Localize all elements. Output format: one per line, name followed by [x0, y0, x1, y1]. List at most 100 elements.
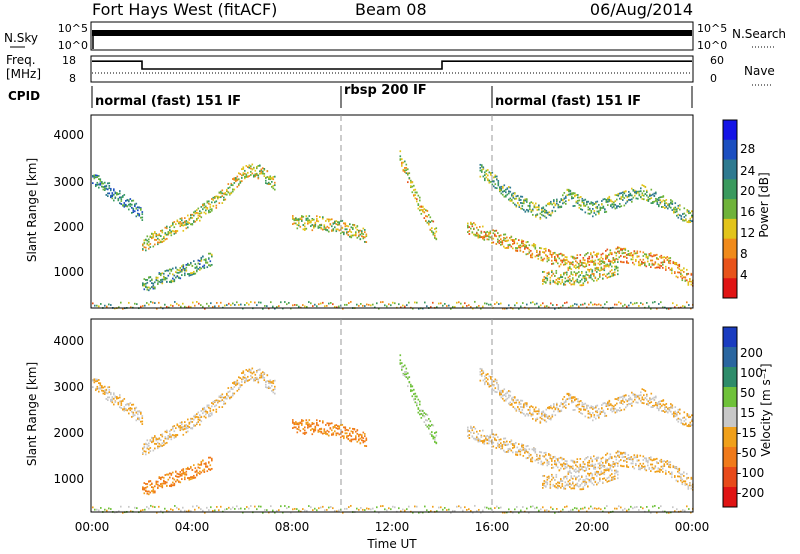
echo-mark [301, 420, 303, 423]
echo-mark [576, 482, 579, 485]
echo-mark [539, 250, 541, 253]
echo-mark [530, 254, 532, 257]
echo-mark [522, 446, 525, 449]
echo-mark [579, 458, 582, 460]
echo-mark [166, 473, 168, 476]
echo-mark [548, 259, 550, 261]
echo-mark [404, 171, 406, 173]
echo-mark [667, 203, 669, 206]
echo-mark [572, 278, 574, 281]
echo-mark [169, 226, 171, 229]
echo-mark [627, 457, 630, 460]
echo-mark [416, 301, 418, 304]
echo-mark [164, 276, 167, 279]
echo-mark [574, 396, 576, 399]
echo-mark [293, 422, 296, 424]
echo-mark [596, 303, 598, 306]
echo-mark [618, 256, 621, 259]
echo-mark [572, 401, 575, 403]
echo-mark [130, 306, 132, 309]
echo-mark [688, 423, 690, 426]
echo-mark [635, 394, 638, 397]
echo-mark [388, 303, 390, 306]
echo-mark [272, 382, 275, 385]
echo-mark [545, 204, 548, 207]
echo-mark [179, 429, 182, 432]
echo-mark [481, 375, 483, 377]
echo-mark [169, 476, 171, 479]
echo-mark [642, 258, 645, 261]
echo-mark [352, 226, 354, 229]
echo-mark [184, 268, 186, 270]
echo-mark [170, 234, 173, 237]
echo-mark [667, 207, 669, 210]
echo-mark [509, 448, 511, 450]
echo-mark [240, 303, 242, 306]
echo-mark [549, 253, 552, 256]
echo-mark [607, 408, 609, 410]
echo-mark [502, 186, 504, 189]
echo-mark [553, 404, 555, 406]
echo-mark [344, 222, 347, 225]
echo-mark [567, 483, 570, 486]
echo-mark [265, 386, 267, 388]
echo-mark [96, 183, 99, 186]
echo-mark [158, 484, 161, 487]
echo-mark [530, 458, 532, 461]
echo-mark [265, 179, 267, 182]
echo-mark [215, 204, 218, 207]
echo-mark [170, 304, 172, 307]
echo-mark [185, 220, 188, 222]
echo-mark [145, 246, 147, 249]
echo-mark [196, 473, 198, 476]
echo-mark [620, 452, 622, 455]
echo-mark [430, 306, 432, 308]
echo-mark [485, 439, 487, 442]
echo-mark [161, 442, 164, 445]
echo-mark [519, 246, 522, 249]
echo-mark [215, 399, 218, 402]
echo-mark [250, 165, 252, 168]
echo-mark [238, 387, 240, 390]
echo-mark [434, 234, 436, 237]
echo-mark [148, 303, 150, 306]
echo-mark [585, 467, 588, 470]
echo-mark [536, 213, 539, 216]
echo-mark [164, 226, 167, 229]
echo-mark [110, 398, 112, 401]
echo-mark [688, 416, 690, 419]
echo-mark [175, 230, 177, 232]
echo-mark [607, 197, 609, 200]
echo-mark [573, 484, 576, 487]
echo-mark [545, 485, 547, 488]
echo-mark [662, 467, 664, 470]
echo-mark [502, 190, 504, 193]
echo-mark [659, 267, 661, 269]
echo-mark [578, 408, 581, 410]
echo-mark [313, 422, 315, 425]
echo-mark [585, 253, 588, 256]
echo-mark [182, 433, 185, 436]
echo-mark [492, 241, 495, 244]
echo-mark [663, 460, 666, 463]
echo-mark [263, 172, 266, 175]
echo-mark [507, 443, 510, 446]
echo-mark [164, 303, 166, 306]
echo-mark [209, 265, 212, 267]
echo-mark [476, 234, 478, 237]
echo-mark [574, 195, 576, 198]
echo-mark [606, 452, 609, 455]
echo-mark [656, 457, 658, 460]
echo-mark [98, 183, 100, 186]
echo-mark [542, 484, 544, 486]
echo-mark [542, 278, 544, 281]
echo-mark [128, 403, 130, 406]
echo-mark [499, 390, 501, 393]
echo-mark [633, 454, 636, 457]
echo-mark [582, 284, 585, 286]
echo-mark [638, 398, 641, 401]
echo-mark [164, 442, 167, 445]
echo-mark [549, 486, 552, 489]
echo-mark [564, 463, 567, 466]
echo-mark [677, 475, 679, 478]
